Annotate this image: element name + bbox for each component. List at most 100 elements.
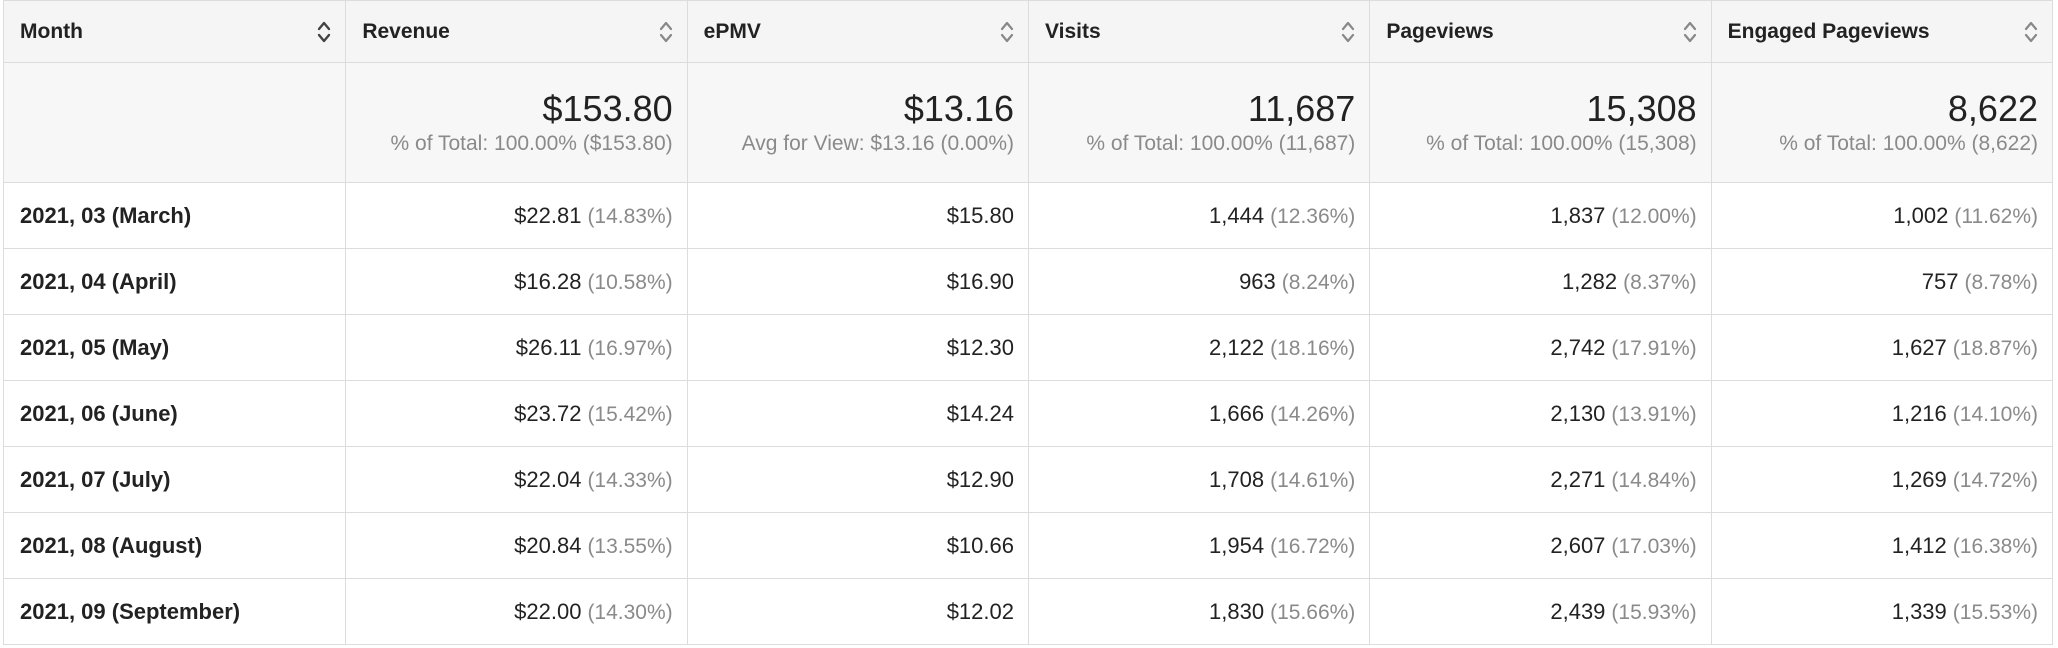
table-row: 2021, 08 (August) $20.84 (13.55%) $10.66 … <box>2 512 2054 579</box>
month-cell: 2021, 07 (July) <box>2 446 347 513</box>
cell-value: 963 <box>1239 268 1276 294</box>
cell-percent: (17.03%) <box>1611 534 1697 558</box>
cell-percent: (14.72%) <box>1952 468 2038 492</box>
cell-percent: (8.78%) <box>1964 270 2038 294</box>
cell-value: $12.02 <box>946 598 1014 624</box>
table-row: 2021, 06 (June) $23.72 (15.42%) $14.24 1,… <box>2 380 2054 447</box>
pageviews-cell: 1,282 (8.37%) <box>1369 248 1712 315</box>
epmv-cell: $12.30 <box>686 314 1029 381</box>
cell-percent: (14.30%) <box>587 600 673 624</box>
cell-percent: (13.55%) <box>587 534 673 558</box>
column-header-pageviews[interactable]: Pageviews <box>1369 0 1712 63</box>
cell-value: 2,607 <box>1550 532 1606 558</box>
cell-percent: (14.61%) <box>1270 468 1356 492</box>
total-epmv: $13.16 Avg for View: $13.16 (0.00%) <box>686 62 1029 183</box>
cell-value: 1,444 <box>1209 202 1265 228</box>
month-cell: 2021, 06 (June) <box>2 380 347 447</box>
revenue-cell: $26.11 (16.97%) <box>345 314 688 381</box>
total-revenue: $153.80% of Total: 100.00% ($153.80) <box>345 62 688 183</box>
column-header-label: ePMV <box>703 19 761 43</box>
cell-percent: (17.91%) <box>1611 336 1697 360</box>
revenue-cell: $22.00 (14.30%) <box>345 578 688 645</box>
month-cell: 2021, 05 (May) <box>2 314 347 381</box>
engaged-pageviews-cell: 1,002 (11.62%) <box>1710 182 2054 249</box>
cell-percent: (14.84%) <box>1611 468 1697 492</box>
header-row: Month Revenue ePMV Visits Pageviews Enga… <box>2 0 2054 63</box>
cell-value: $16.90 <box>946 268 1014 294</box>
cell-value: 1,282 <box>1562 268 1618 294</box>
cell-percent: (15.53%) <box>1952 600 2038 624</box>
cell-percent: (15.66%) <box>1270 600 1356 624</box>
cell-value: 1,708 <box>1209 466 1265 492</box>
month-cell: 2021, 09 (September) <box>2 578 347 645</box>
cell-value: 1,627 <box>1891 334 1947 360</box>
cell-percent: (16.97%) <box>587 336 673 360</box>
cell-value: $26.11 <box>515 334 582 360</box>
total-subtext: Avg for View: $13.16 (0.00%) <box>741 131 1014 155</box>
sort-updown-icon[interactable] <box>659 19 673 45</box>
table-row: 2021, 05 (May) $26.11 (16.97%) $12.30 2,1… <box>2 314 2054 381</box>
engaged-pageviews-cell: 757 (8.78%) <box>1710 248 2054 315</box>
column-header-epmv[interactable]: ePMV <box>686 0 1029 63</box>
revenue-cell: $20.84 (13.55%) <box>345 512 688 579</box>
engaged-pageviews-cell: 1,339 (15.53%) <box>1710 578 2054 645</box>
column-header-engaged-pageviews[interactable]: Engaged Pageviews <box>1710 0 2054 63</box>
sort-updown-icon[interactable] <box>1000 19 1014 45</box>
total-subtext: % of Total: 100.00% (11,687) <box>1086 131 1356 155</box>
column-header-visits[interactable]: Visits <box>1027 0 1371 63</box>
cell-value: $22.04 <box>514 466 582 492</box>
table-row: 2021, 04 (April) $16.28 (10.58%) $16.90 9… <box>2 248 2054 315</box>
table-row: 2021, 07 (July) $22.04 (14.33%) $12.90 1,… <box>2 446 2054 513</box>
cell-percent: (13.91%) <box>1611 402 1697 426</box>
pageviews-cell: 2,742 (17.91%) <box>1369 314 1712 381</box>
cell-percent: (14.33%) <box>587 468 673 492</box>
pageviews-cell: 2,130 (13.91%) <box>1369 380 1712 447</box>
cell-value: $20.84 <box>514 532 582 558</box>
visits-cell: 1,830 (15.66%) <box>1027 578 1371 645</box>
total-value: $153.80 <box>542 87 673 129</box>
epmv-cell: $10.66 <box>686 512 1029 579</box>
column-header-revenue[interactable]: Revenue <box>345 0 688 63</box>
visits-cell: 1,444 (12.36%) <box>1027 182 1371 249</box>
cell-percent: (15.42%) <box>587 402 673 426</box>
column-header-label: Visits <box>1044 19 1101 43</box>
epmv-cell: $12.90 <box>686 446 1029 513</box>
cell-value: $22.81 <box>514 202 582 228</box>
total-pageviews: 15,308% of Total: 100.00% (15,308) <box>1369 62 1712 183</box>
cell-value: 1,412 <box>1891 532 1947 558</box>
cell-value: $16.28 <box>514 268 582 294</box>
pageviews-cell: 2,607 (17.03%) <box>1369 512 1712 579</box>
epmv-cell: $12.02 <box>686 578 1029 645</box>
cell-percent: (18.87%) <box>1952 336 2038 360</box>
cell-percent: (12.00%) <box>1611 204 1697 228</box>
column-header-label: Month <box>20 19 83 43</box>
totals-empty-cell <box>2 62 347 183</box>
epmv-cell: $16.90 <box>686 248 1029 315</box>
month-cell: 2021, 03 (March) <box>2 182 347 249</box>
cell-percent: (8.24%) <box>1281 270 1356 294</box>
cell-value: 1,269 <box>1891 466 1947 492</box>
table-row: 2021, 09 (September) $22.00 (14.30%) $12.… <box>2 578 2054 645</box>
revenue-cell: $22.04 (14.33%) <box>345 446 688 513</box>
totals-row: $153.80% of Total: 100.00% ($153.80) $13… <box>2 62 2054 183</box>
cell-value: 757 <box>1921 268 1959 294</box>
cell-value: 1,216 <box>1891 400 1947 426</box>
column-header-month[interactable]: Month <box>2 0 347 63</box>
cell-percent: (10.58%) <box>587 270 673 294</box>
revenue-cell: $16.28 (10.58%) <box>345 248 688 315</box>
sort-updown-icon[interactable] <box>1683 19 1697 45</box>
epmv-cell: $14.24 <box>686 380 1029 447</box>
cell-percent: (14.83%) <box>587 204 673 228</box>
sort-updown-icon[interactable] <box>317 19 331 45</box>
visits-cell: 2,122 (18.16%) <box>1027 314 1371 381</box>
total-value: $13.16 <box>903 87 1014 129</box>
cell-value: 2,130 <box>1550 400 1606 426</box>
cell-value: $22.00 <box>514 598 582 624</box>
sort-updown-icon[interactable] <box>1341 19 1355 45</box>
cell-value: $14.24 <box>946 400 1014 426</box>
sort-updown-icon[interactable] <box>2024 19 2038 45</box>
column-header-label: Engaged Pageviews <box>1727 19 1930 43</box>
pageviews-cell: 2,271 (14.84%) <box>1369 446 1712 513</box>
